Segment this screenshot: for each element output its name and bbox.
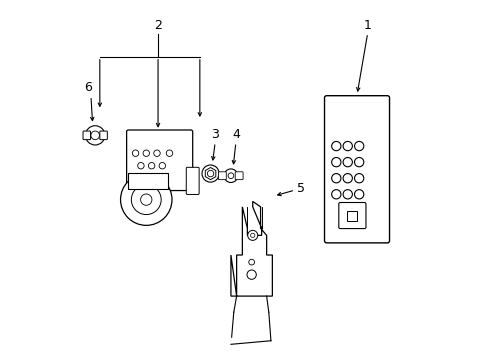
Circle shape — [153, 150, 160, 157]
FancyBboxPatch shape — [218, 172, 226, 180]
Circle shape — [354, 190, 363, 199]
Circle shape — [343, 190, 352, 199]
Circle shape — [343, 141, 352, 151]
Circle shape — [354, 141, 363, 151]
Polygon shape — [205, 167, 215, 180]
Circle shape — [248, 259, 254, 265]
FancyBboxPatch shape — [186, 167, 199, 194]
Circle shape — [246, 270, 256, 279]
Circle shape — [247, 230, 257, 240]
Circle shape — [132, 150, 139, 157]
Bar — [346, 211, 357, 221]
Circle shape — [354, 157, 363, 167]
Circle shape — [250, 233, 254, 238]
Polygon shape — [128, 173, 167, 189]
FancyBboxPatch shape — [235, 172, 243, 180]
Circle shape — [331, 141, 340, 151]
Text: 3: 3 — [211, 128, 219, 141]
Circle shape — [202, 165, 219, 182]
Circle shape — [159, 162, 165, 169]
Circle shape — [141, 194, 152, 205]
Circle shape — [207, 170, 213, 177]
Circle shape — [331, 157, 340, 167]
Circle shape — [131, 185, 161, 215]
FancyBboxPatch shape — [126, 130, 192, 190]
Circle shape — [143, 150, 149, 157]
FancyBboxPatch shape — [338, 203, 365, 229]
Circle shape — [343, 174, 352, 183]
FancyBboxPatch shape — [83, 131, 90, 140]
Circle shape — [166, 150, 172, 157]
Circle shape — [157, 175, 163, 181]
Circle shape — [146, 175, 153, 181]
Text: 4: 4 — [231, 128, 240, 141]
Text: 5: 5 — [297, 183, 305, 195]
Text: 6: 6 — [84, 81, 92, 94]
Circle shape — [138, 162, 144, 169]
Circle shape — [343, 157, 352, 167]
Circle shape — [136, 175, 142, 181]
Circle shape — [91, 131, 99, 140]
Circle shape — [121, 174, 172, 225]
Circle shape — [331, 174, 340, 183]
Text: 1: 1 — [363, 19, 371, 32]
FancyBboxPatch shape — [324, 96, 389, 243]
FancyBboxPatch shape — [100, 131, 107, 140]
Circle shape — [224, 169, 237, 183]
Circle shape — [331, 190, 340, 199]
Circle shape — [354, 174, 363, 183]
Polygon shape — [230, 202, 272, 296]
Circle shape — [148, 162, 155, 169]
Text: 2: 2 — [154, 19, 162, 32]
Circle shape — [85, 126, 104, 145]
Circle shape — [227, 173, 233, 179]
